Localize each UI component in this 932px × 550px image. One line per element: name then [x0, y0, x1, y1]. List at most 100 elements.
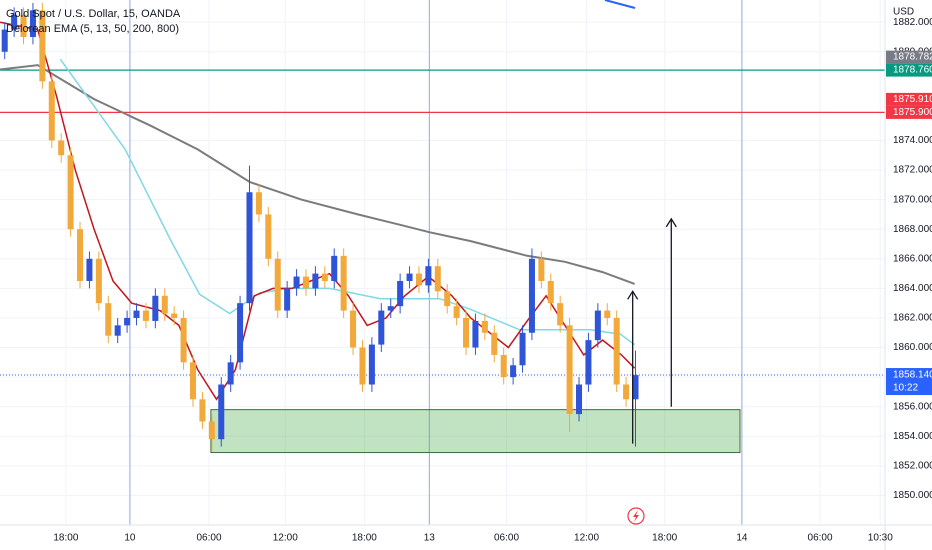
candle-body: [415, 273, 422, 286]
candle-body: [77, 229, 84, 281]
candle-body: [538, 258, 545, 281]
candle-body: [472, 320, 479, 348]
candle-body: [293, 276, 300, 289]
last-price-tag: [886, 368, 932, 396]
candle-body: [237, 303, 244, 363]
x-tick-label: 18:00: [53, 533, 78, 544]
candle-body: [48, 81, 55, 141]
candle-body: [302, 276, 309, 289]
candle-body: [397, 280, 404, 307]
candle-body: [29, 10, 36, 37]
candle-body: [284, 288, 291, 311]
price-tag: [886, 92, 932, 106]
candle-body: [350, 310, 357, 348]
x-tick-label: 13: [424, 533, 436, 544]
candle-body: [95, 258, 102, 304]
y-tick-label: 1868.000: [893, 224, 932, 235]
candle-body: [359, 347, 366, 385]
indicator-label: Delorean EMA (5, 13, 50, 200, 800): [6, 23, 179, 35]
candle-body: [528, 258, 535, 333]
y-tick-label: 1850.000: [893, 490, 932, 501]
candle-body: [340, 255, 347, 311]
price-tag: [886, 105, 932, 119]
candle-body: [312, 273, 319, 289]
candle-body: [105, 303, 112, 336]
countdown-label: 10:22: [893, 383, 918, 394]
x-tick-label: 10: [124, 533, 136, 544]
candle-body: [576, 384, 583, 415]
candle-body: [453, 306, 460, 318]
candle-body: [321, 273, 328, 281]
last-price-label: 1858.140: [893, 370, 932, 381]
candle-body: [557, 303, 564, 326]
candle-body: [547, 280, 554, 304]
candle-body: [86, 258, 93, 281]
candle-body: [368, 344, 375, 385]
candle-body: [594, 310, 601, 341]
y-tick-label: 1852.000: [893, 460, 932, 471]
x-tick-label: 06:00: [196, 533, 221, 544]
arrow-head: [665, 217, 677, 228]
candle-body: [604, 310, 611, 318]
candle-body: [180, 317, 187, 363]
candle-body: [463, 317, 470, 348]
candle-body: [491, 332, 498, 355]
candle-body: [199, 399, 206, 422]
y-tick-label: 1862.000: [893, 313, 932, 324]
chart-title: Gold Spot / U.S. Dollar, 15, OANDA: [6, 8, 181, 20]
candle-body: [406, 273, 413, 281]
candle-body: [387, 306, 394, 311]
y-tick-label: 1856.000: [893, 401, 932, 412]
candle-body: [255, 192, 262, 215]
candle-body: [114, 325, 121, 336]
candle-body: [11, 14, 18, 30]
y-tick-label: 1854.000: [893, 431, 932, 442]
candle-body: [585, 340, 592, 385]
arrow-head: [627, 290, 639, 300]
candle-body: [510, 365, 517, 378]
y-tick-label: 1864.000: [893, 283, 932, 294]
x-tick-label: 12:00: [574, 533, 599, 544]
candle-body: [331, 255, 338, 281]
price-tag-label: 1878.782: [893, 52, 932, 63]
y-tick-label: 1882.000: [893, 17, 932, 28]
ema-line: [0, 64, 635, 285]
candle-body: [171, 313, 178, 318]
candle-body: [425, 266, 432, 286]
candle-body: [142, 310, 149, 321]
candle-body: [1, 29, 8, 52]
candle-body: [161, 295, 168, 314]
candle-body: [500, 354, 507, 378]
y-tick-label: 1866.000: [893, 253, 932, 264]
candle-body: [152, 295, 159, 321]
x-tick-label: 18:00: [352, 533, 377, 544]
y-tick-label: 1860.000: [893, 342, 932, 353]
y-tick-label: 1872.000: [893, 165, 932, 176]
candle-body: [39, 10, 46, 82]
alert-bolt[interactable]: [633, 510, 639, 522]
candle-body: [208, 421, 215, 440]
candle-body: [632, 375, 639, 400]
candle-body: [246, 192, 253, 304]
x-tick-label: 06:00: [494, 533, 519, 544]
candle-body: [265, 214, 272, 259]
price-tag: [886, 50, 932, 64]
candle-body: [444, 291, 451, 307]
alert-icon[interactable]: [627, 507, 645, 525]
y-tick-label: 1870.000: [893, 194, 932, 205]
x-tick-label: 12:00: [273, 533, 298, 544]
candle-body: [133, 310, 140, 318]
x-tick-label: 10:30: [868, 533, 893, 544]
y-tick-label: 1874.000: [893, 135, 932, 146]
price-tag: [886, 63, 932, 77]
price-tag-label: 1875.910: [893, 94, 932, 105]
price-tag-label: 1878.760: [893, 65, 932, 76]
candle-body: [378, 310, 385, 345]
ema-line: [0, 21, 636, 401]
price-tag-label: 1875.900: [893, 107, 932, 118]
candle-body: [481, 320, 488, 333]
candle-body: [67, 155, 74, 230]
